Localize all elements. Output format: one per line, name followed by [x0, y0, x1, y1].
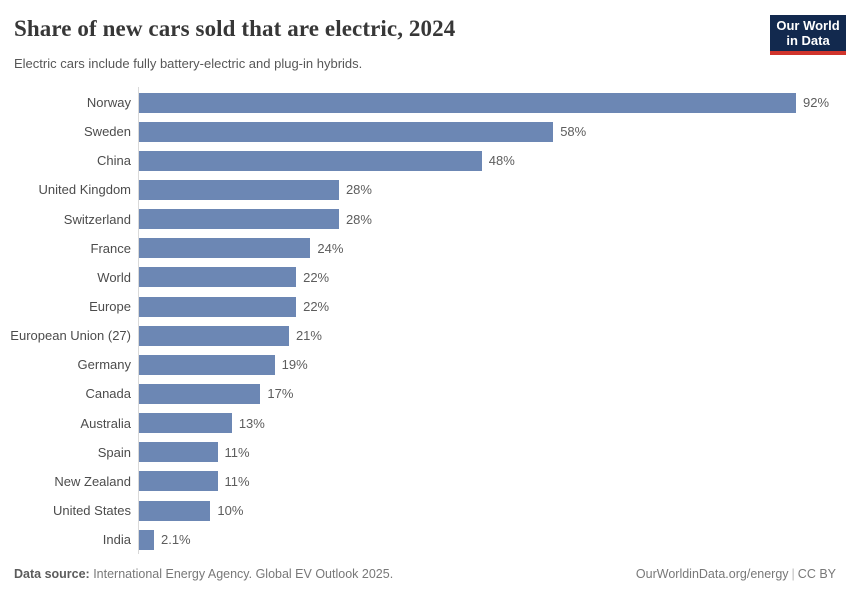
chart-row: Norway 92% [0, 88, 850, 117]
owid-logo-line1: Our World [776, 18, 840, 33]
category-label: Germany [77, 357, 131, 373]
y-axis-line [138, 87, 139, 554]
category-label: India [102, 532, 131, 548]
bar[interactable] [139, 209, 339, 230]
bar[interactable] [139, 383, 261, 404]
category-label: Norway [86, 95, 131, 111]
value-label: 92% [803, 95, 830, 111]
chart-row: India 2.1% [0, 525, 850, 554]
value-label: 24% [317, 240, 344, 256]
value-label: 11% [224, 444, 250, 460]
owid-logo-accent-strip [770, 51, 846, 55]
data-source-label: Data source: [14, 567, 90, 581]
chart-row: China 48% [0, 146, 850, 175]
value-label: 58% [560, 124, 587, 140]
bar[interactable] [139, 92, 796, 113]
chart-title: Share of new cars sold that are electric… [14, 16, 456, 41]
value-label: 2.1% [160, 532, 191, 548]
chart-row: France 24% [0, 234, 850, 263]
bar[interactable] [139, 471, 218, 492]
category-label: United States [52, 503, 131, 519]
category-label: Spain [97, 444, 131, 460]
bar[interactable] [139, 121, 554, 142]
category-label: European Union (27) [10, 328, 131, 344]
owid-logo-line2: in Data [786, 33, 830, 48]
bar-chart-plot: Norway 92% Sweden 58% China 48% United Kingdom… [0, 88, 850, 554]
cc-by-license-link[interactable]: CC BY [797, 567, 836, 581]
value-label: 10% [217, 503, 244, 519]
bar[interactable] [139, 354, 275, 375]
chart-row: Sweden 58% [0, 117, 850, 146]
chart-row: World 22% [0, 263, 850, 292]
bar[interactable] [139, 267, 297, 288]
chart-row: European Union (27) 21% [0, 321, 850, 350]
value-label: 13% [238, 415, 265, 431]
bar[interactable] [139, 179, 339, 200]
chart-row: United States 10% [0, 496, 850, 525]
value-label: 28% [345, 211, 372, 227]
value-label: 17% [267, 386, 294, 402]
bar[interactable] [139, 150, 482, 171]
bar[interactable] [139, 296, 297, 317]
bar[interactable] [139, 442, 218, 463]
chart-row: Germany 19% [0, 350, 850, 379]
category-label: Switzerland [63, 211, 131, 227]
chart-row: Spain 11% [0, 438, 850, 467]
chart-row: Switzerland 28% [0, 205, 850, 234]
value-label: 28% [345, 182, 372, 198]
owid-logo[interactable]: Our World in Data [770, 15, 846, 55]
chart-row: New Zealand 11% [0, 467, 850, 496]
chart-row: Canada 17% [0, 379, 850, 408]
chart-footer: Data source: International Energy Agency… [14, 567, 836, 581]
category-label: United Kingdom [38, 182, 132, 198]
category-label: France [90, 240, 131, 256]
value-label: 19% [281, 357, 308, 373]
owid-url-link[interactable]: OurWorldinData.org/energy [635, 567, 789, 581]
value-label: 21% [295, 328, 322, 344]
footer-separator: | [791, 567, 795, 581]
category-label: Canada [85, 386, 131, 402]
value-label: 11% [224, 473, 250, 489]
chart-row: Europe 22% [0, 292, 850, 321]
value-label: 22% [303, 299, 330, 315]
value-label: 48% [488, 153, 515, 169]
category-label: World [97, 269, 131, 285]
category-label: Europe [89, 299, 131, 315]
bar[interactable] [139, 238, 311, 259]
bar[interactable] [139, 500, 211, 521]
footer-links: OurWorldinData.org/energy | CC BY [636, 567, 836, 581]
value-label: 22% [303, 269, 330, 285]
category-label: Sweden [84, 124, 131, 140]
bar[interactable] [139, 529, 154, 550]
chart-row: United Kingdom 28% [0, 175, 850, 204]
chart-subtitle: Electric cars include fully battery-elec… [14, 56, 363, 71]
data-source-note: Data source: International Energy Agency… [14, 567, 393, 581]
category-label: New Zealand [54, 473, 131, 489]
chart-row: Australia 13% [0, 409, 850, 438]
category-label: China [97, 153, 131, 169]
bar[interactable] [139, 325, 289, 346]
category-label: Australia [80, 415, 131, 431]
bar[interactable] [139, 413, 232, 434]
data-source-text: International Energy Agency. Global EV O… [89, 567, 394, 581]
